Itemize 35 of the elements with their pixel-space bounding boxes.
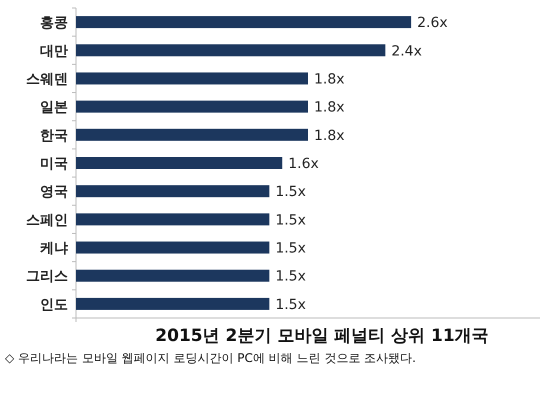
data-label: 1.5x [275,296,306,313]
data-label: 1.8x [314,128,345,144]
bar [76,298,270,310]
y-tick-label: 미국 [40,156,68,172]
bar [76,100,308,113]
y-tick-label: 인도 [40,296,68,313]
bar [76,72,308,84]
data-label: 1.8x [314,71,345,88]
bar [76,185,270,198]
data-label: 1.5x [275,212,306,228]
data-label: 2.6x [417,15,448,32]
bar [76,128,308,141]
text: 2015년 2분기 모바일 페널티 상위 11개국 [155,326,489,346]
bar [76,270,270,282]
data-label: 1.6x [288,156,319,172]
bar [76,213,270,226]
text: ◇ 우리나라는 모바일 웹페이지 로딩시간이 PC에 비해 느린 것으로 조사됐다. [5,351,416,365]
y-tick-label: 케냐 [40,240,68,257]
y-tick-label: 홍콩 [40,15,68,32]
bar [76,16,412,28]
y-tick-label: 대만 [40,43,68,60]
bar [76,44,386,56]
data-label: 1.5x [275,184,306,200]
data-label: 1.5x [275,240,306,257]
bar [76,157,282,169]
data-label: 1.5x [275,268,306,285]
y-tick-label: 일본 [40,100,68,116]
y-tick-label: 스페인 [26,212,68,228]
y-tick-label: 한국 [40,128,68,144]
y-tick-label: 그리스 [26,268,68,285]
data-label: 1.8x [314,100,345,116]
data-label: 2.4x [391,43,422,60]
y-tick-label: 영국 [40,184,68,200]
bar [76,242,270,254]
y-tick-label: 스웨덴 [26,71,68,88]
